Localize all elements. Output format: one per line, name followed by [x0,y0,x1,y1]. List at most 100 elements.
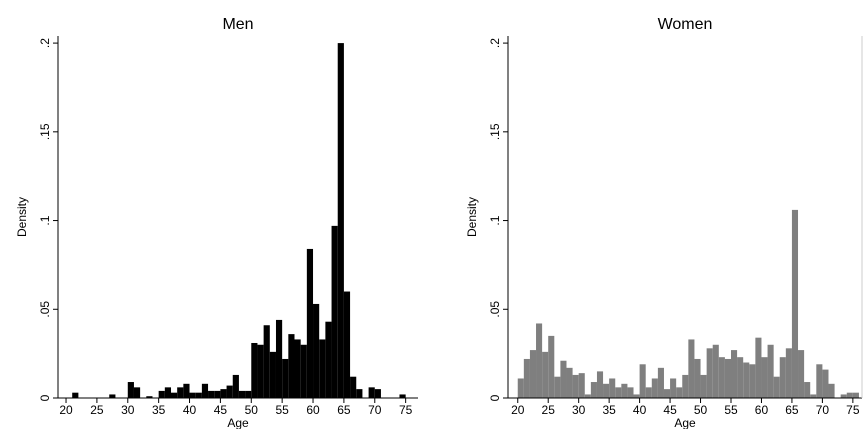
bar [743,362,750,398]
bar [560,360,567,398]
x-tick-label: 40 [183,403,197,417]
bar [319,339,326,398]
bar [761,357,768,398]
bar [828,383,835,398]
bar [621,383,628,398]
bar [822,369,829,398]
bar [201,383,209,398]
bar [615,387,622,398]
bar [300,344,307,398]
title: Women [658,16,713,33]
bar [146,396,153,398]
bar [682,374,689,398]
bar [257,344,264,398]
x-tick-label: 60 [306,403,320,417]
bar [368,387,375,398]
bar [536,323,543,398]
bar [798,350,805,398]
y-tick-label: .1 [488,215,502,225]
x-tick-label: 65 [785,403,799,417]
bar [548,335,555,398]
bar [737,357,744,398]
bar [749,364,756,398]
bar [773,376,780,398]
y-axis-label: Density [465,197,479,237]
bar [578,373,585,398]
bar [785,348,792,398]
bar [306,248,314,398]
x-tick-label: 30 [121,403,135,417]
bar [195,392,202,398]
bar [343,291,351,398]
title: Men [222,16,253,33]
bar [294,339,301,398]
x-tick-label: 60 [755,403,769,417]
x-tick-label: 25 [90,403,104,417]
bar [663,389,671,398]
bar [694,358,701,398]
bar [325,321,332,398]
y-axis-label: Density [15,197,29,237]
bar [251,342,258,398]
y-tick-label: .05 [38,301,52,318]
bar [724,358,732,398]
x-tick-label: 65 [337,403,351,417]
bar [238,390,246,398]
x-tick-label: 75 [846,403,860,417]
bar [171,392,178,398]
bar [712,344,719,398]
bar [164,387,172,398]
bar [220,389,227,398]
bar [609,378,616,398]
bar [263,325,270,398]
bar [214,390,221,398]
bar [529,350,537,398]
bar [399,394,406,398]
x-axis-label: Age [227,416,249,429]
bar [670,378,677,398]
bar [208,390,215,398]
bar [269,351,276,398]
x-tick-label: 35 [152,403,166,417]
x-tick-label: 20 [511,403,525,417]
x-tick-label: 55 [724,403,738,417]
bar [804,382,811,398]
x-axis-label: Age [674,416,696,429]
bar [688,339,695,398]
y-tick-label: 0 [488,394,502,401]
bar [183,383,190,398]
bar [177,387,184,398]
bar [189,392,196,398]
y-tick-label: .05 [488,301,502,318]
bar [313,303,320,398]
bar [133,387,141,398]
x-tick-label: 45 [214,403,228,417]
bar [245,390,252,398]
bar [596,371,604,398]
bar [791,209,799,398]
bar [852,392,859,398]
bar [755,337,762,398]
bar [590,382,597,398]
x-tick-label: 30 [572,403,586,417]
bar [523,358,530,398]
y-tick-label: .15 [488,123,502,140]
bar [779,357,786,398]
bar [639,364,646,398]
bar [706,348,713,398]
x-tick-label: 40 [633,403,647,417]
bar [846,392,853,398]
bar [718,357,725,398]
bar [275,319,283,398]
bar [158,390,165,398]
x-tick-label: 50 [694,403,708,417]
bar [731,350,738,398]
bar [816,364,823,398]
bar [226,385,233,398]
bar [810,394,817,398]
bar [767,344,774,398]
bar [645,387,652,398]
y-tick-label: 0 [38,394,52,401]
bar [840,394,847,398]
